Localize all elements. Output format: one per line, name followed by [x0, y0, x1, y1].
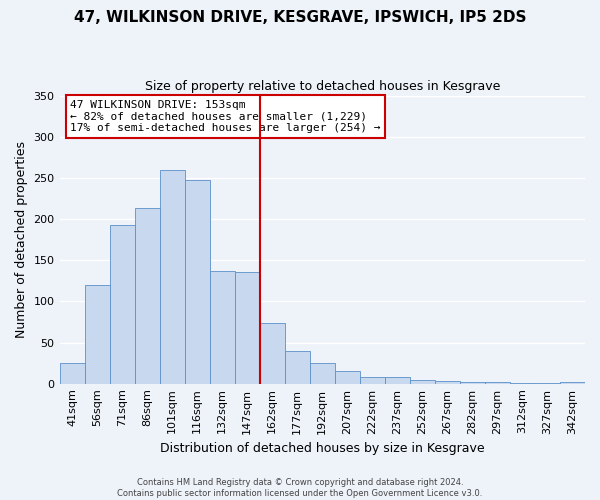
Bar	[110, 225, 134, 384]
Bar	[510, 383, 535, 384]
Bar	[435, 381, 460, 384]
Bar	[85, 285, 110, 384]
Text: 47 WILKINSON DRIVE: 153sqm
← 82% of detached houses are smaller (1,229)
17% of s: 47 WILKINSON DRIVE: 153sqm ← 82% of deta…	[70, 100, 380, 133]
Bar	[485, 382, 510, 384]
Bar	[360, 377, 385, 384]
Bar	[260, 323, 285, 384]
Text: 47, WILKINSON DRIVE, KESGRAVE, IPSWICH, IP5 2DS: 47, WILKINSON DRIVE, KESGRAVE, IPSWICH, …	[74, 10, 526, 25]
Bar	[185, 180, 209, 384]
Title: Size of property relative to detached houses in Kesgrave: Size of property relative to detached ho…	[145, 80, 500, 93]
Bar	[460, 382, 485, 384]
Bar	[235, 272, 260, 384]
Bar	[310, 363, 335, 384]
Bar	[535, 383, 560, 384]
Bar	[385, 377, 410, 384]
Text: Contains HM Land Registry data © Crown copyright and database right 2024.
Contai: Contains HM Land Registry data © Crown c…	[118, 478, 482, 498]
Bar	[560, 382, 585, 384]
Bar	[285, 351, 310, 384]
X-axis label: Distribution of detached houses by size in Kesgrave: Distribution of detached houses by size …	[160, 442, 485, 455]
Bar	[335, 372, 360, 384]
Bar	[59, 363, 85, 384]
Y-axis label: Number of detached properties: Number of detached properties	[15, 141, 28, 338]
Bar	[134, 208, 160, 384]
Bar	[160, 170, 185, 384]
Bar	[410, 380, 435, 384]
Bar	[209, 271, 235, 384]
